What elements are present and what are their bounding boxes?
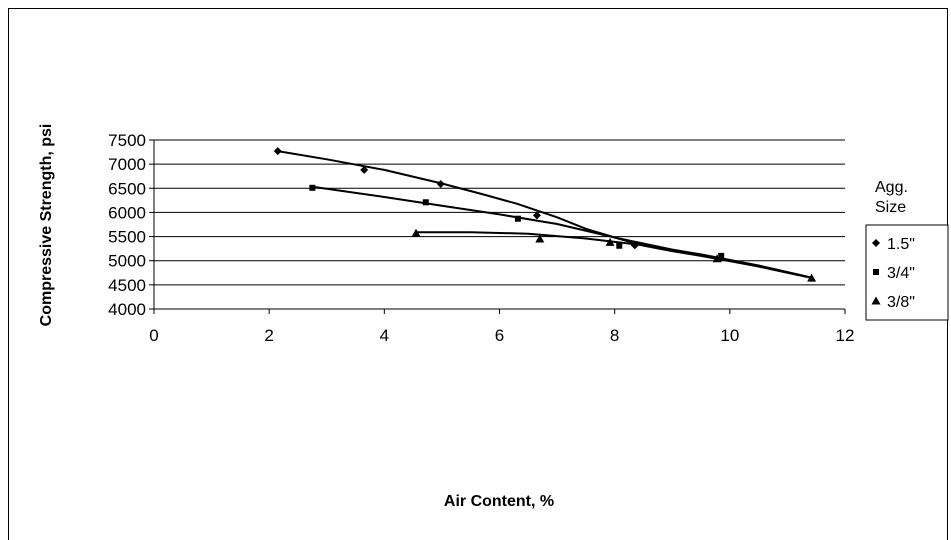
data-point-diamond <box>630 241 639 250</box>
legend-title-line-2: Size <box>875 199 906 216</box>
trendline-triangle <box>416 231 812 279</box>
x-tick-label: 0 <box>149 326 158 345</box>
legend-label: 3/4" <box>887 265 915 282</box>
grid-lines <box>154 139 845 286</box>
y-tick-label: 5500 <box>108 228 146 247</box>
y-tick-label: 6000 <box>108 203 146 222</box>
x-tick-label: 10 <box>720 326 739 345</box>
data-point-triangle <box>712 254 722 263</box>
x-tick-label: 2 <box>264 326 273 345</box>
y-tick-label: 4000 <box>108 300 146 319</box>
data-points <box>273 147 817 282</box>
y-tick-label: 5000 <box>108 252 146 271</box>
y-tick-label: 7000 <box>108 155 146 174</box>
y-tick-label: 6500 <box>108 179 146 198</box>
x-axis-title: Air Content, % <box>444 493 554 510</box>
legend-marker-square <box>873 269 879 275</box>
legend-title-line-1: Agg. <box>875 179 908 196</box>
legend: Agg. Size 1.5" 3/4" 3/8" <box>865 179 949 321</box>
data-point-square <box>309 184 316 191</box>
trendline-diamond <box>277 150 811 279</box>
legend-marker-diamond <box>872 239 880 247</box>
legend-marker-triangle <box>871 296 881 305</box>
data-point-diamond <box>532 211 541 220</box>
data-point-triangle <box>807 273 817 282</box>
x-tick-label: 12 <box>836 326 855 345</box>
axes <box>149 139 846 314</box>
y-axis-title: Compressive Strength, psi <box>38 124 55 327</box>
y-tick-label: 7500 <box>108 131 146 150</box>
x-tick-label: 4 <box>380 326 389 345</box>
x-tick-label: 6 <box>495 326 504 345</box>
data-point-diamond <box>360 165 369 174</box>
data-point-square <box>718 252 725 259</box>
legend-label: 3/8" <box>887 294 915 311</box>
y-tick-label: 4500 <box>108 276 146 295</box>
data-point-triangle <box>605 237 615 246</box>
legend-label: 1.5" <box>887 236 915 253</box>
data-point-diamond <box>273 147 282 156</box>
data-point-triangle <box>411 228 421 237</box>
tick-labels: 4000 4500 5000 5500 6000 6500 7000 7500 0 2 4 6 8 10 1… <box>108 131 854 345</box>
data-point-triangle <box>535 234 545 243</box>
data-point-square <box>616 242 623 249</box>
data-point-square <box>422 199 429 206</box>
trendlines <box>277 150 812 279</box>
data-point-diamond <box>436 179 445 188</box>
x-tick-label: 8 <box>610 326 619 345</box>
data-point-square <box>514 215 521 222</box>
